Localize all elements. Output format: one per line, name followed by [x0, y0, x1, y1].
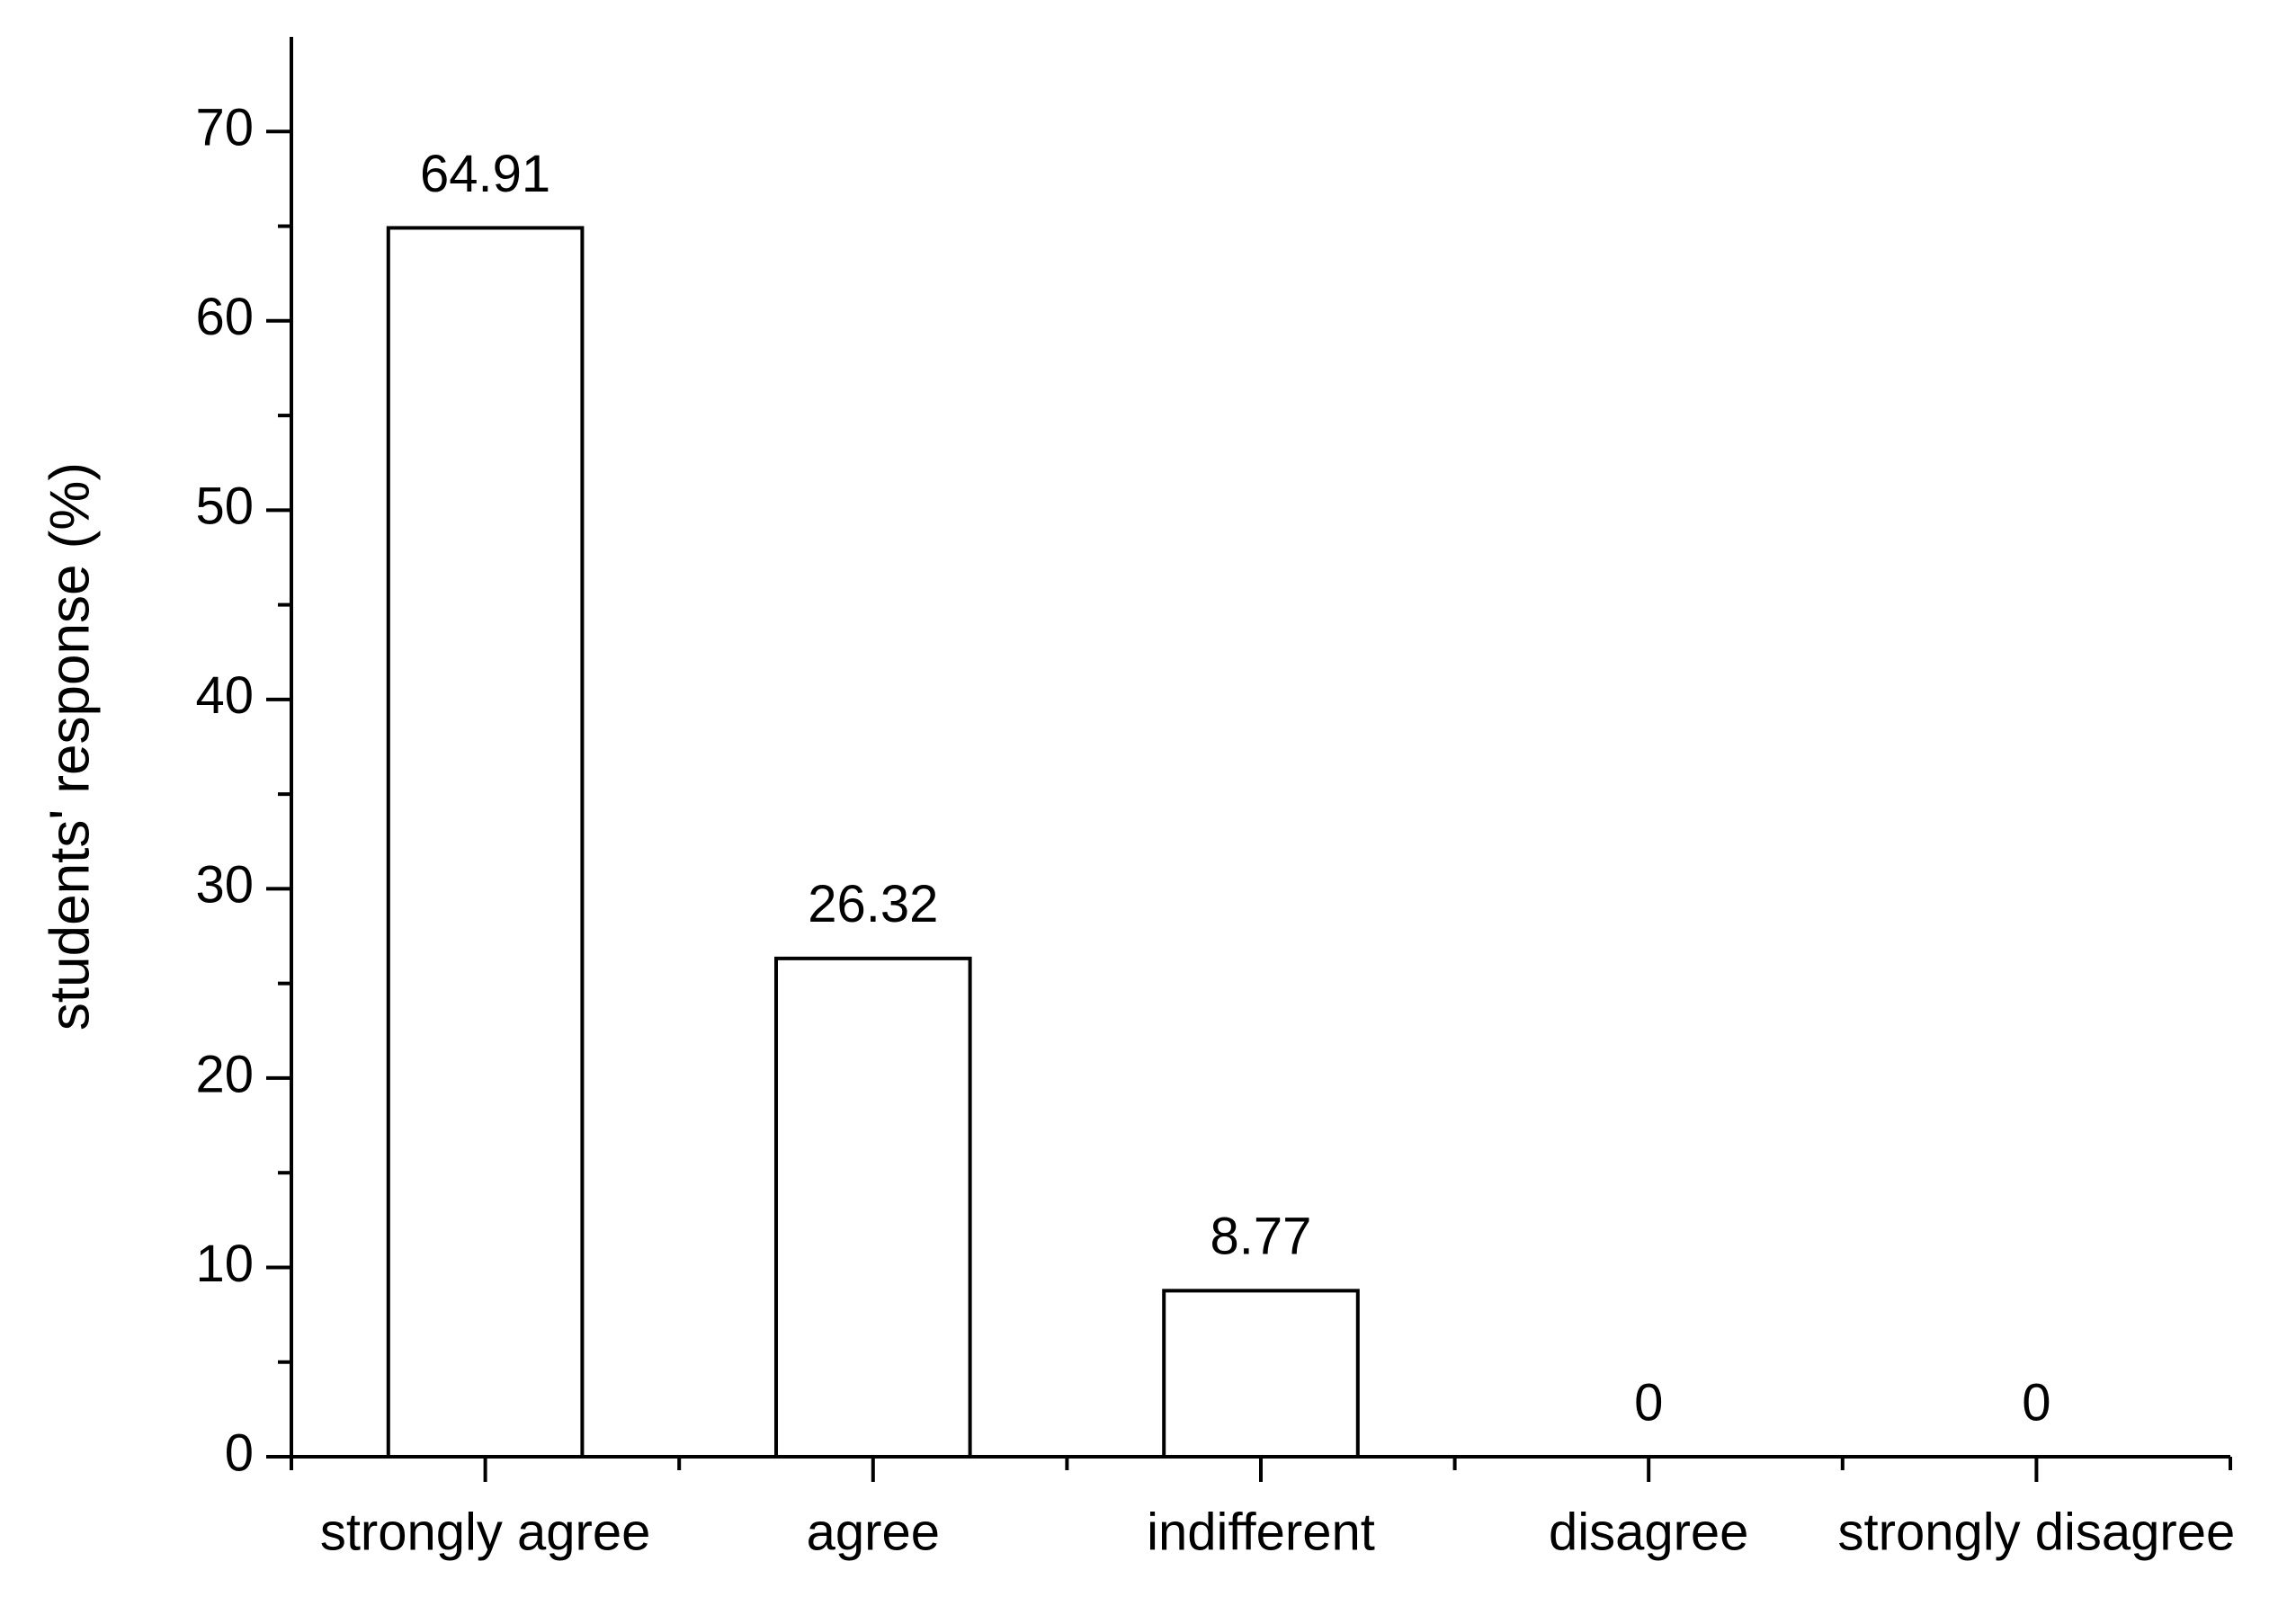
- x-tick-label: strongly disagree: [1838, 1503, 2236, 1561]
- bar: [386, 226, 585, 1459]
- y-tick-label: 70: [195, 99, 254, 157]
- x-tick-label: agree: [807, 1503, 940, 1561]
- y-tick-label: 40: [195, 666, 254, 725]
- bar: [1162, 1289, 1360, 1459]
- y-axis-label: students' response (%): [39, 462, 101, 1031]
- y-tick-label: 0: [225, 1423, 254, 1482]
- data-label: 0: [1634, 1373, 1663, 1432]
- y-tick-label: 50: [195, 477, 254, 536]
- bar: [774, 956, 972, 1459]
- x-tick-label: strongly agree: [320, 1503, 651, 1561]
- y-tick-label: 30: [195, 856, 254, 915]
- data-label: 0: [2022, 1373, 2050, 1432]
- data-label: 8.77: [1211, 1208, 1312, 1266]
- x-tick-label: disagree: [1549, 1503, 1748, 1561]
- y-tick-label: 60: [195, 288, 254, 346]
- y-tick-label: 10: [195, 1235, 254, 1293]
- data-label: 26.32: [808, 875, 938, 933]
- data-label: 64.91: [420, 145, 550, 203]
- x-tick-label: indifferent: [1147, 1503, 1375, 1561]
- y-tick-label: 20: [195, 1045, 254, 1103]
